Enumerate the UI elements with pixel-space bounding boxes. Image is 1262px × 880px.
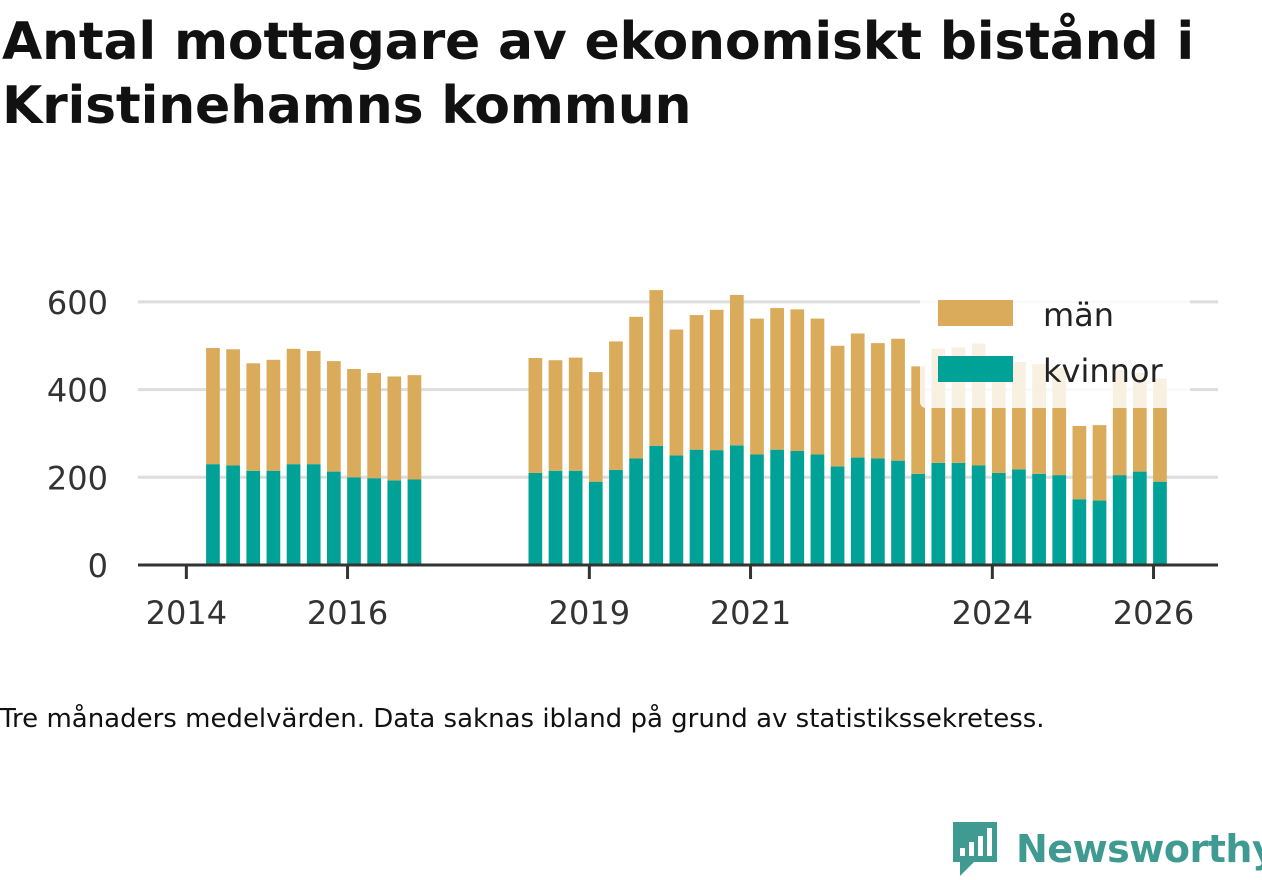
bar-kvinnor-32 (951, 462, 966, 565)
bar-man-9 (387, 376, 402, 481)
bar-man-27 (850, 333, 865, 458)
bar-man-17 (649, 290, 664, 446)
y-tick-label-600: 600 (47, 284, 108, 322)
bar-kvinnor-29 (891, 460, 905, 565)
bar-man-22 (750, 318, 764, 455)
bar-kvinnor-27 (850, 457, 865, 565)
bar-man-18 (669, 329, 684, 456)
y-tick-label-0: 0 (88, 547, 108, 585)
bar-kvinnor-6 (327, 471, 341, 565)
x-tick-label-2014: 2014 (146, 594, 227, 632)
bar-kvinnor-26 (830, 466, 845, 565)
brand-name: Newsworthy (1016, 827, 1262, 871)
bar-kvinnor-31 (931, 462, 946, 565)
bar-kvinnor-0 (206, 464, 220, 565)
bar-kvinnor-40 (1112, 475, 1127, 565)
bar-man-1 (226, 349, 240, 466)
legend-swatch-man (938, 300, 1013, 326)
bar-kvinnor-1 (226, 465, 240, 565)
legend-swatch-kvinnor (938, 356, 1013, 382)
bar-kvinnor-12 (548, 470, 563, 565)
bar-man-20 (709, 309, 724, 451)
bar-man-6 (327, 361, 341, 472)
bar-kvinnor-22 (750, 454, 764, 565)
bar-kvinnor-19 (689, 449, 704, 565)
bar-man-28 (871, 343, 885, 459)
bar-kvinnor-25 (810, 454, 825, 565)
bar-kvinnor-5 (306, 464, 321, 565)
bar-man-25 (810, 318, 825, 455)
bar-man-13 (568, 357, 583, 471)
bar-man-14 (588, 372, 603, 482)
bar-kvinnor-30 (911, 473, 926, 565)
legend: män kvinnor (920, 286, 1190, 408)
bar-man-16 (629, 316, 643, 459)
bar-kvinnor-34 (991, 472, 1006, 565)
bar-kvinnor-4 (286, 464, 301, 565)
bar-man-23 (770, 308, 784, 450)
bar-kvinnor-9 (387, 480, 402, 565)
bar-kvinnor-17 (649, 445, 664, 565)
bar-man-19 (689, 315, 704, 450)
bar-man-26 (830, 345, 845, 467)
bar-man-12 (548, 360, 563, 471)
bar-kvinnor-20 (709, 450, 724, 565)
bar-kvinnor-13 (568, 470, 583, 565)
bar-man-38 (1072, 426, 1087, 500)
bar-man-11 (528, 358, 543, 473)
x-tick-label-2024: 2024 (952, 594, 1033, 632)
legend-label-kvinnor: kvinnor (1043, 352, 1164, 390)
x-tick-label-2026: 2026 (1113, 594, 1194, 632)
bar-kvinnor-39 (1092, 500, 1107, 565)
y-tick-label-400: 400 (47, 372, 108, 410)
bar-kvinnor-41 (1132, 471, 1147, 565)
bar-kvinnor-37 (1052, 475, 1067, 565)
bar-man-10 (407, 375, 422, 480)
bar-man-29 (891, 338, 905, 461)
bar-kvinnor-8 (367, 478, 381, 565)
bar-man-7 (347, 369, 361, 478)
bar-man-15 (609, 341, 623, 470)
chart-title: Antal mottagare av ekonomiskt bistånd i … (2, 12, 1195, 136)
brand-logo: Newsworthy (950, 818, 1262, 880)
bar-kvinnor-24 (790, 451, 805, 565)
bar-man-8 (367, 372, 381, 479)
bar-kvinnor-36 (1032, 473, 1046, 565)
bar-kvinnor-18 (669, 455, 684, 565)
bar-man-24 (790, 309, 805, 451)
bar-kvinnor-14 (588, 481, 603, 565)
series-kvinnor-bars (206, 445, 1167, 565)
bar-kvinnor-38 (1072, 499, 1087, 565)
bar-man-21 (729, 294, 744, 446)
bar-man-3 (266, 359, 281, 471)
legend-label-man: män (1043, 296, 1114, 334)
bar-kvinnor-15 (609, 469, 623, 565)
x-tick-label-2021: 2021 (710, 594, 791, 632)
bar-kvinnor-3 (266, 470, 281, 565)
bar-kvinnor-28 (871, 458, 885, 565)
bar-kvinnor-21 (729, 445, 744, 565)
bar-man-39 (1092, 425, 1107, 501)
newsworthy-chart-bubble-icon (953, 822, 997, 876)
bar-kvinnor-42 (1153, 481, 1167, 565)
x-tick-label-2019: 2019 (549, 594, 630, 632)
bar-kvinnor-2 (246, 470, 261, 565)
bar-man-0 (206, 347, 220, 465)
x-tick-label-2016: 2016 (307, 594, 388, 632)
bar-kvinnor-16 (629, 458, 643, 565)
stacked-bar-chart: 0 200 400 600 2014 2016 2019 2021 2024 2026 män k… (47, 284, 1218, 632)
bar-kvinnor-33 (971, 465, 986, 565)
y-tick-label-200: 200 (47, 459, 108, 497)
bar-man-5 (306, 351, 321, 465)
bar-kvinnor-23 (770, 449, 784, 565)
bar-kvinnor-7 (347, 477, 361, 565)
bar-kvinnor-11 (528, 472, 543, 565)
footnote: Tre månaders medelvärden. Data saknas ib… (0, 704, 1045, 734)
bar-man-2 (246, 363, 261, 471)
bar-kvinnor-35 (1012, 469, 1026, 565)
axes: 0 200 400 600 2014 2016 2019 2021 2024 2026 (47, 284, 1218, 632)
bar-kvinnor-10 (407, 479, 422, 565)
bar-man-4 (286, 348, 301, 465)
